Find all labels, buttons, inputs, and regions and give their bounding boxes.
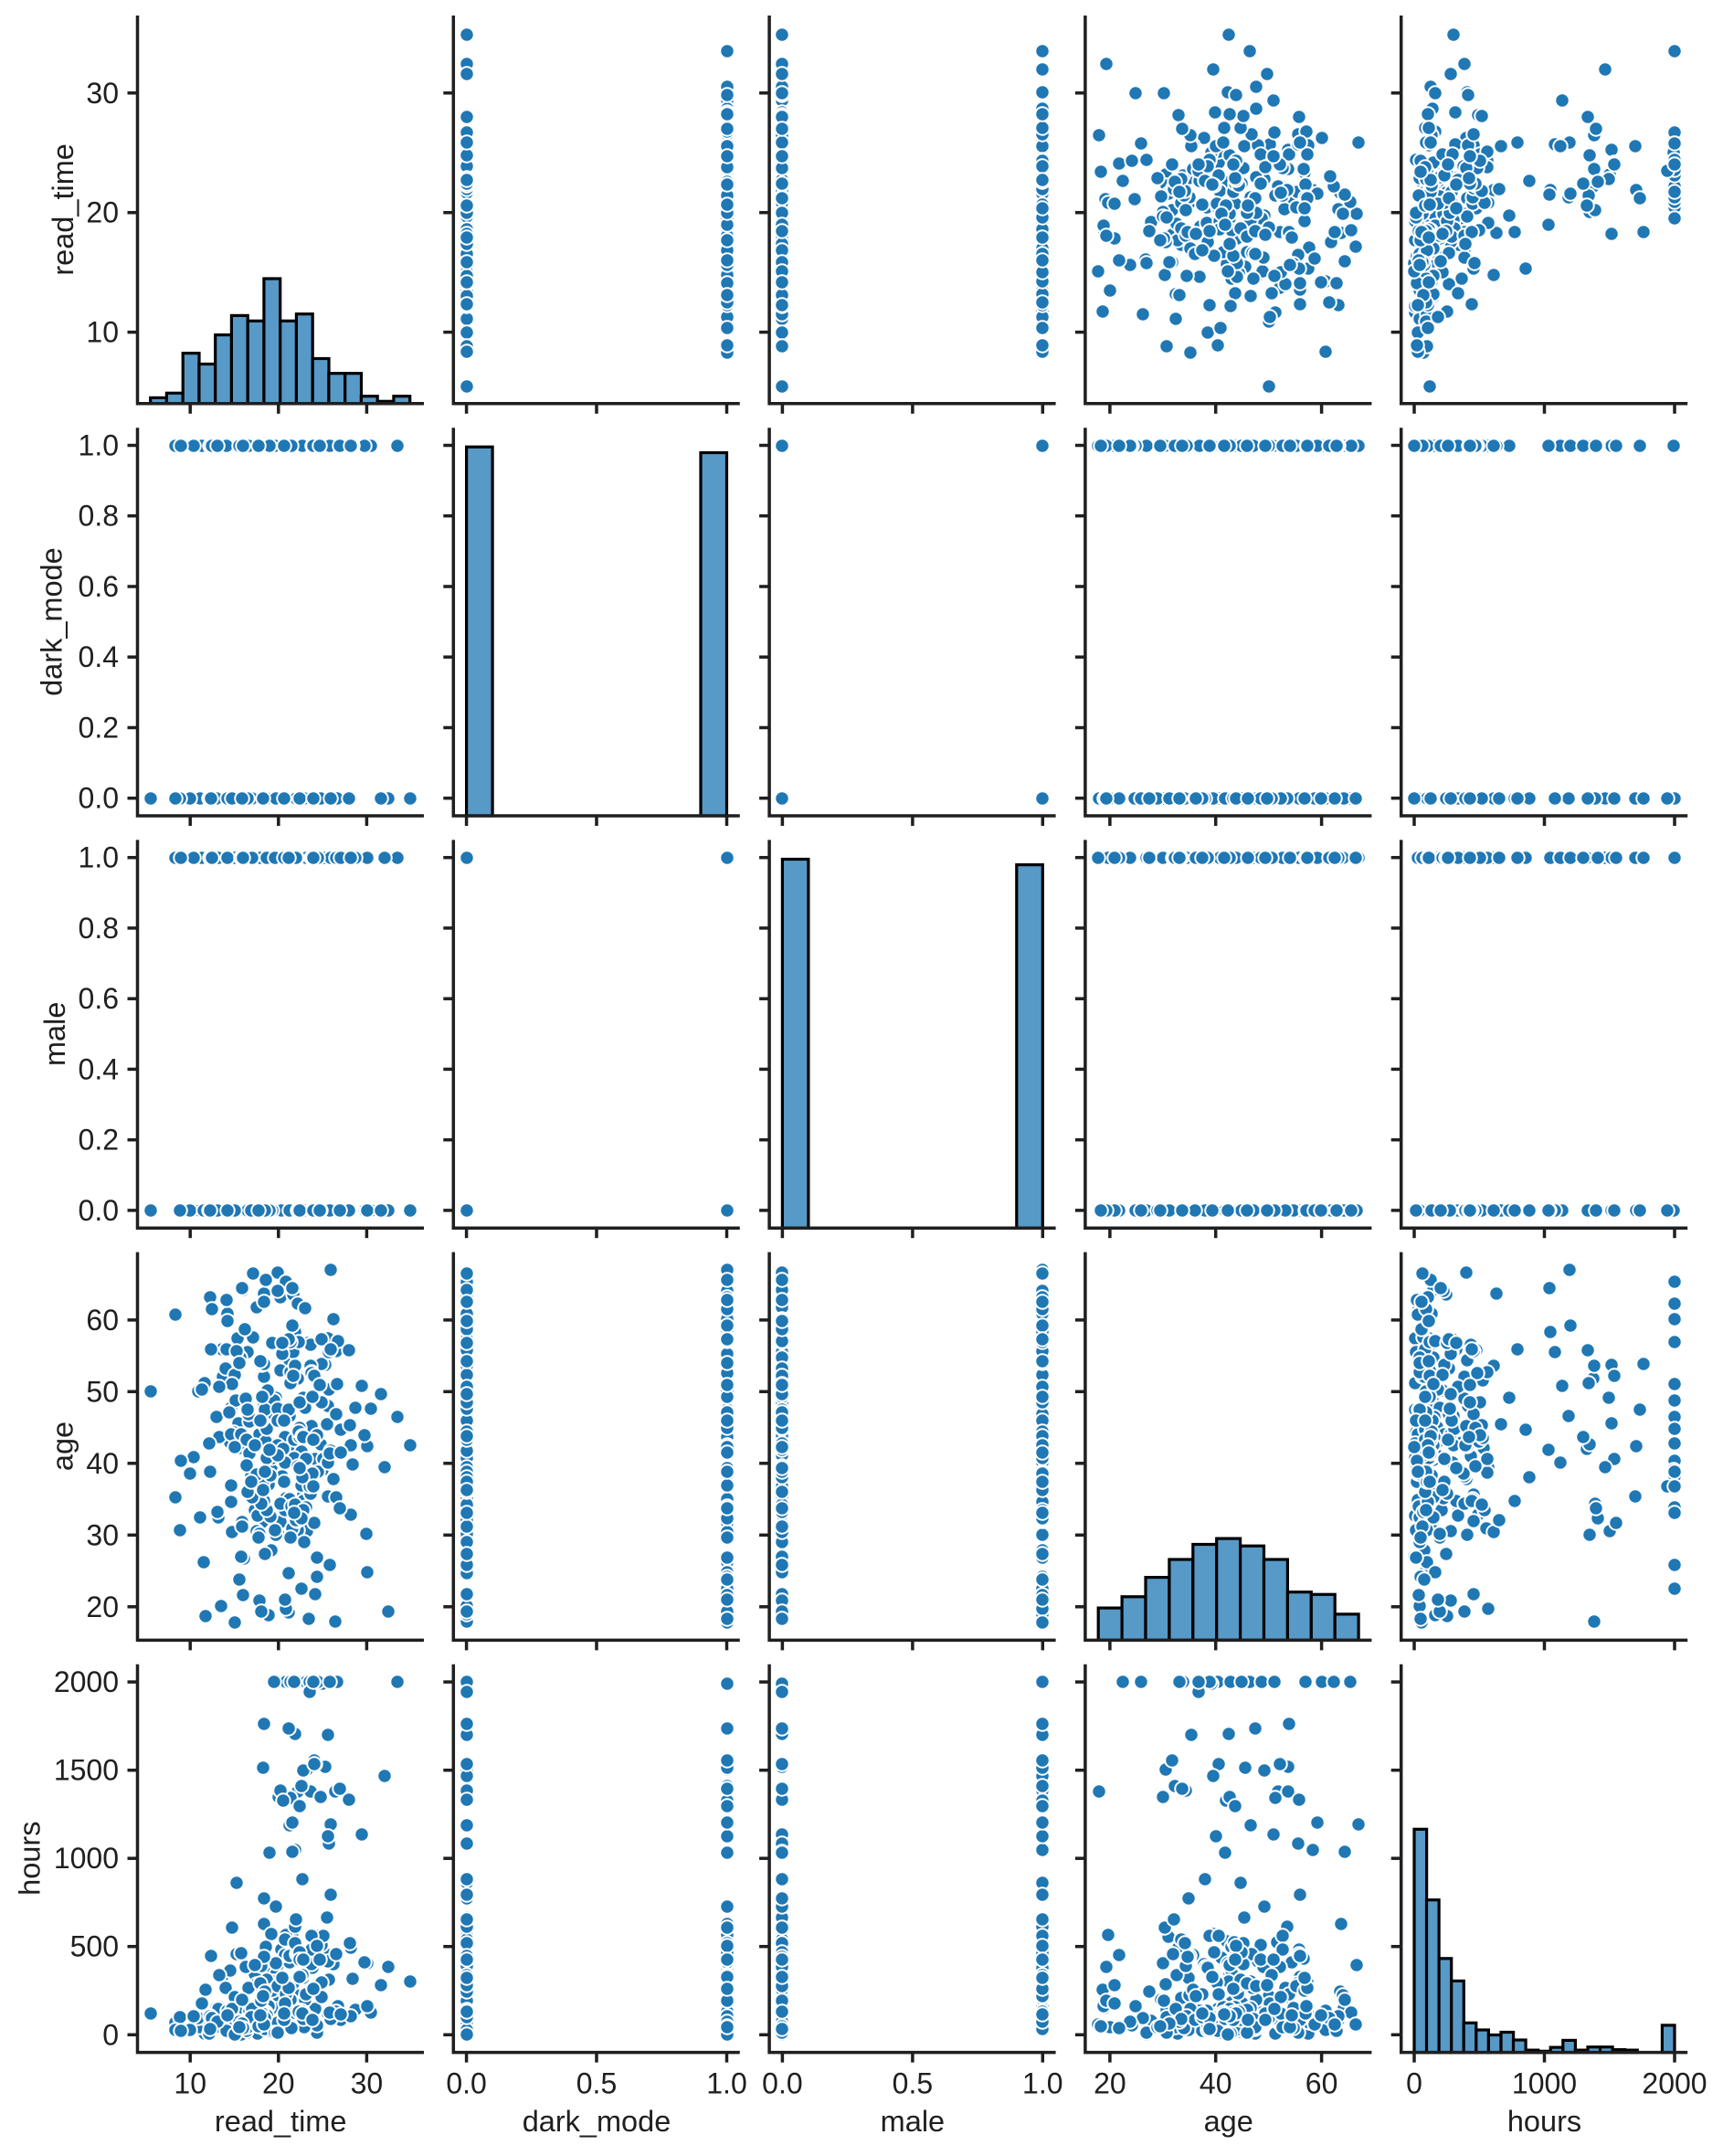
svg-text:2000: 2000 (1642, 2067, 1707, 2100)
svg-text:1.0: 1.0 (1022, 2067, 1062, 2100)
svg-text:0.8: 0.8 (79, 500, 119, 533)
svg-text:read_time: read_time (215, 2105, 347, 2138)
svg-text:male: male (38, 1002, 71, 1066)
svg-text:1000: 1000 (1512, 2067, 1577, 2100)
svg-text:20: 20 (86, 1591, 119, 1623)
svg-text:1500: 1500 (54, 1754, 119, 1787)
svg-text:2000: 2000 (54, 1665, 119, 1698)
svg-text:read_time: read_time (47, 143, 79, 276)
svg-text:0.5: 0.5 (576, 2067, 617, 2100)
svg-text:0.0: 0.0 (446, 2067, 486, 2100)
svg-text:0.6: 0.6 (79, 982, 119, 1015)
svg-text:0: 0 (102, 2018, 119, 2051)
svg-text:30: 30 (351, 2067, 384, 2100)
svg-text:20: 20 (1094, 2067, 1126, 2100)
svg-text:0.2: 0.2 (79, 1124, 119, 1157)
svg-text:0.8: 0.8 (79, 912, 119, 945)
svg-text:age: age (47, 1421, 79, 1471)
svg-text:10: 10 (174, 2067, 206, 2100)
svg-text:30: 30 (86, 1518, 119, 1551)
svg-text:0: 0 (1406, 2067, 1422, 2100)
svg-text:60: 60 (1305, 2067, 1338, 2100)
svg-text:dark_mode: dark_mode (35, 547, 68, 696)
svg-text:0.6: 0.6 (79, 570, 119, 603)
svg-text:0.0: 0.0 (79, 1194, 119, 1227)
svg-text:1.0: 1.0 (79, 841, 119, 874)
svg-text:hours: hours (14, 1822, 47, 1896)
svg-text:1.0: 1.0 (79, 429, 119, 462)
svg-text:dark_mode: dark_mode (523, 2105, 671, 2138)
svg-text:0.4: 0.4 (79, 640, 119, 673)
svg-text:male: male (881, 2105, 945, 2138)
svg-text:40: 40 (1200, 2067, 1232, 2100)
svg-text:0.5: 0.5 (893, 2067, 933, 2100)
svg-text:20: 20 (262, 2067, 295, 2100)
svg-text:age: age (1204, 2105, 1253, 2138)
svg-text:40: 40 (86, 1447, 119, 1480)
svg-text:0.4: 0.4 (79, 1052, 119, 1085)
svg-text:hours: hours (1507, 2105, 1581, 2138)
svg-text:1.0: 1.0 (706, 2067, 746, 2100)
svg-text:10: 10 (86, 316, 119, 349)
svg-text:1000: 1000 (54, 1842, 119, 1875)
svg-text:0.2: 0.2 (79, 712, 119, 745)
svg-text:20: 20 (86, 196, 119, 229)
svg-text:60: 60 (86, 1304, 119, 1337)
svg-text:50: 50 (86, 1375, 119, 1408)
svg-text:0.0: 0.0 (762, 2067, 802, 2100)
svg-text:500: 500 (70, 1930, 119, 1963)
svg-text:30: 30 (86, 77, 119, 110)
svg-text:0.0: 0.0 (79, 782, 119, 815)
